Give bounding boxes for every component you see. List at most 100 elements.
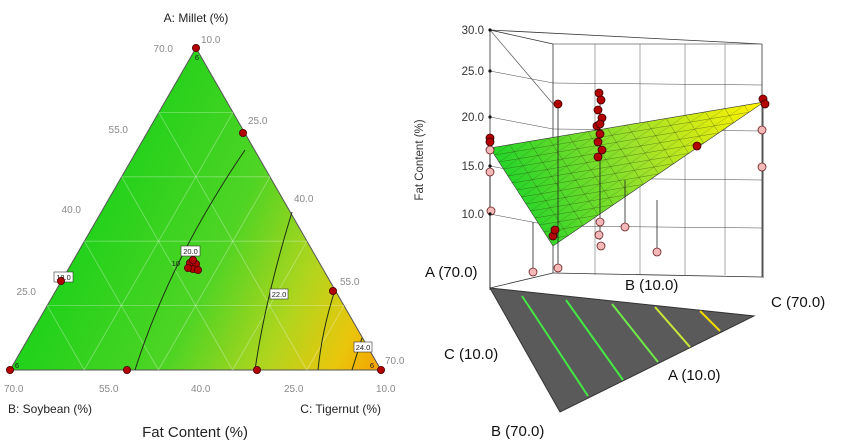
contour-line <box>254 211 293 371</box>
contour-line <box>317 289 336 371</box>
ternary-gridline <box>46 305 85 371</box>
corner-label-b-70: B (70.0) <box>491 423 544 440</box>
design-point-below <box>757 125 767 135</box>
design-point <box>376 365 385 374</box>
z-tick-mark <box>488 164 492 168</box>
mesh-line <box>516 128 608 191</box>
ternary-gridlines <box>46 112 345 371</box>
box-gridline <box>552 82 763 86</box>
design-point-above <box>692 141 702 151</box>
design-point-above <box>485 137 495 147</box>
axis-tick-label-b: 10.0 <box>376 384 396 395</box>
mesh-line <box>685 115 704 144</box>
design-point-below <box>528 267 538 277</box>
ternary-gridline <box>121 176 233 371</box>
vertex-label-b: B: Soybean (%) <box>8 402 92 416</box>
contour-label: 18.0 <box>56 273 71 282</box>
design-point <box>191 44 200 53</box>
replicate-count: 6 <box>15 361 19 370</box>
mesh-line <box>521 173 659 198</box>
design-point-below <box>485 167 495 177</box>
mesh-line <box>494 112 749 156</box>
design-point-below <box>553 263 563 273</box>
axis-tick-label-b: 40.0 <box>191 384 211 395</box>
z-tick-label: 25.0 <box>462 66 484 78</box>
mesh-line <box>521 124 628 198</box>
mesh-line <box>705 111 719 133</box>
mesh-line <box>665 118 689 154</box>
axis-tick-label-c: 25.0 <box>248 116 268 127</box>
design-point <box>6 365 14 374</box>
axis-tick-label-a: 40.0 <box>62 205 82 216</box>
design-point-below <box>596 241 606 251</box>
base-contour-line <box>654 306 691 348</box>
ternary-ticks: 70.0 55.0 40.0 25.0 10.0 25.0 40.0 55.0 70.0 70.0… <box>4 35 405 395</box>
vertex-label-a: A: Millet (%) <box>164 11 229 25</box>
contour-label: 20.0 <box>183 247 198 256</box>
z-tick-mark <box>488 28 492 32</box>
mesh-line <box>539 111 706 226</box>
base-contour-line <box>699 310 721 332</box>
design-point <box>193 265 202 274</box>
corner-label-c-70: C (70.0) <box>771 294 825 311</box>
base-contour-line <box>521 295 589 397</box>
replicate-count: 10 <box>172 259 180 268</box>
base-contours <box>521 295 721 397</box>
corner-label-a-10: A (10.0) <box>668 367 721 384</box>
base-triangle <box>489 287 756 413</box>
mesh-line <box>525 184 644 205</box>
axis-tick-label-c: 70.0 <box>385 356 405 367</box>
z-axis-label: Fat Content (%) <box>414 119 426 200</box>
z-tick-label: 30.0 <box>462 25 484 37</box>
design-point-above <box>597 145 607 155</box>
axis-tick-label-b: 25.0 <box>284 384 304 395</box>
mesh-line <box>498 141 530 163</box>
z-tick-label: 10.0 <box>462 209 484 221</box>
box-gridline <box>552 225 763 229</box>
contour-label-box <box>269 288 289 300</box>
base-contour-line <box>611 303 659 363</box>
ternary-gridline <box>232 240 308 371</box>
mesh-line <box>494 144 510 156</box>
base-contour-line <box>565 299 624 381</box>
mesh-line <box>724 108 735 123</box>
corner-label-c-10: C (10.0) <box>444 346 498 363</box>
contour-label-box <box>353 341 373 353</box>
surface-3d-plot: 30.0 25.0 20.0 15.0 10.0 Fat Content (%) A (… <box>414 25 825 440</box>
design-point-below <box>652 247 662 257</box>
design-point <box>238 128 247 137</box>
z-axis-ticks: 30.0 25.0 20.0 15.0 10.0 <box>462 25 492 221</box>
replicate-count: 6 <box>370 361 374 370</box>
mesh-line <box>512 131 588 184</box>
contour-label: 22.0 <box>272 290 287 299</box>
axis-tick-label-c: 55.0 <box>340 277 360 288</box>
contour-label-box <box>180 245 201 257</box>
mesh-line <box>646 121 674 164</box>
design-point-above <box>550 225 560 235</box>
design-point <box>252 365 261 374</box>
mesh-line <box>543 225 584 233</box>
design-point-above <box>593 105 603 115</box>
design-point <box>188 255 197 264</box>
mesh-line <box>525 121 647 205</box>
replicate-count: 6 <box>195 53 199 62</box>
ternary-title: Fat Content (%) <box>142 424 248 441</box>
mesh-line <box>530 194 629 212</box>
design-point-above <box>760 99 770 109</box>
ternary-gridline <box>158 112 308 371</box>
axis-tick-label-b: 70.0 <box>4 384 24 395</box>
ternary-gridline <box>83 112 234 371</box>
box-gridline <box>489 70 554 84</box>
vertex-label-c: C: Tigernut (%) <box>300 402 381 416</box>
surface-design-points <box>485 88 770 290</box>
z-tick-mark <box>488 69 492 73</box>
mesh-line <box>607 128 644 185</box>
design-point <box>123 365 132 374</box>
design-point-above <box>595 119 605 129</box>
design-point <box>328 286 337 295</box>
axis-tick-label-a: 55.0 <box>109 125 129 136</box>
mesh-line <box>744 105 750 113</box>
mesh-line <box>503 137 549 170</box>
design-point-below <box>620 222 630 232</box>
